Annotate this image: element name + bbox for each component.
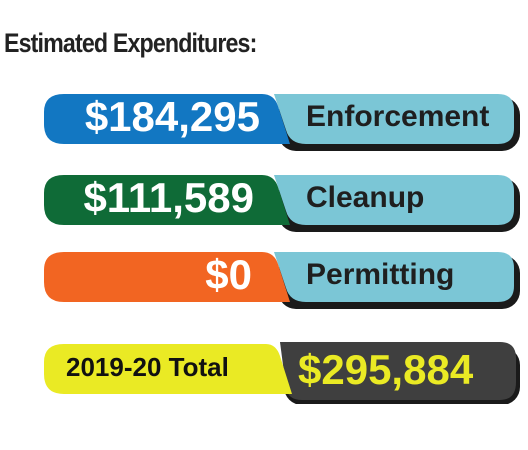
row-shapes	[44, 175, 520, 232]
label-permitting: Permitting	[306, 258, 455, 291]
expenditure-row-cleanup: $111,589 Cleanup	[42, 171, 522, 235]
expenditure-row-enforcement: $184,295 Enforcement	[42, 90, 522, 154]
value-permitting: $0	[205, 251, 252, 298]
label-shape	[274, 175, 514, 225]
total-label-shape	[44, 344, 292, 394]
row-shapes	[44, 94, 520, 151]
label-shape	[274, 94, 514, 144]
total-row: 2019-20 Total $295,884	[42, 340, 522, 404]
row-shapes	[44, 252, 520, 309]
value-enforcement: $184,295	[84, 93, 260, 140]
label-enforcement: Enforcement	[306, 100, 490, 133]
label-shape	[274, 252, 514, 302]
value-shape	[44, 94, 290, 144]
value-shape	[44, 175, 290, 225]
total-shapes	[44, 342, 520, 404]
total-label: 2019-20 Total	[66, 352, 229, 382]
value-shape	[44, 252, 290, 302]
label-cleanup: Cleanup	[306, 181, 425, 214]
total-value-shape	[280, 342, 516, 400]
total-value: $295,884	[298, 346, 474, 393]
chart-title: Estimated Expenditures:	[4, 28, 257, 58]
expenditure-row-permitting: $0 Permitting	[42, 248, 522, 312]
value-cleanup: $111,589	[83, 174, 254, 221]
